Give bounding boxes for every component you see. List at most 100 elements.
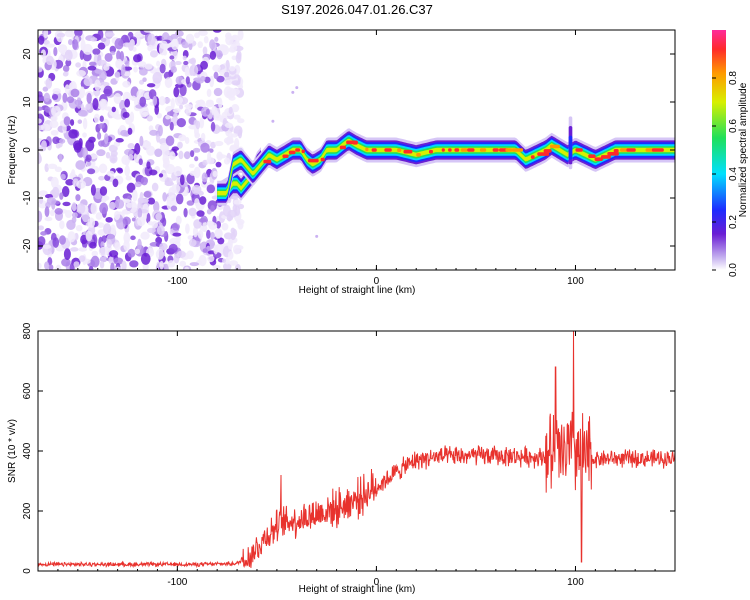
noise-blob [162, 217, 167, 227]
noise-blob [108, 144, 118, 153]
noise-blob [213, 111, 219, 117]
noise-blob [231, 80, 241, 86]
noise-blob [223, 86, 233, 98]
noise-blob [39, 196, 44, 205]
noise-blob [83, 77, 93, 87]
noise-blob [205, 100, 215, 108]
noise-blob [165, 115, 171, 120]
noise-blob [43, 92, 51, 102]
ridge-peak-mark [428, 149, 433, 154]
noise-blob [192, 226, 198, 238]
noise-blob [88, 136, 96, 143]
noise-blob [196, 210, 205, 217]
noise-blob [170, 98, 175, 110]
noise-blob [110, 262, 115, 270]
noise-blob [153, 201, 160, 213]
noise-blob [133, 54, 142, 63]
snr-y-tick-label: 0 [22, 568, 33, 574]
noise-blob [156, 112, 162, 119]
noise-blob [55, 264, 62, 270]
noise-blob [98, 175, 105, 181]
noise-blob [142, 77, 147, 83]
noise-blob [98, 123, 105, 129]
noise-blob [199, 196, 207, 205]
noise-blob [76, 203, 86, 214]
noise-blob [38, 106, 44, 111]
colorbar-gradient [712, 30, 726, 270]
noise-blob [38, 190, 48, 197]
noise-blob [124, 98, 131, 108]
noise-blob [205, 108, 210, 115]
noise-blob [71, 202, 77, 212]
noise-blob [104, 32, 115, 37]
noise-blob [179, 104, 184, 110]
noise-blob [49, 120, 59, 129]
noise-blob [147, 221, 154, 226]
noise-blob [62, 92, 68, 103]
colorbar-tick-label: 0.4 [728, 167, 739, 181]
noise-blob [133, 66, 138, 73]
snr-x-tick-label: 100 [567, 577, 584, 588]
noise-blob [91, 250, 99, 257]
noise-blob [210, 205, 215, 212]
noise-blob [178, 134, 187, 142]
noise-blob [114, 199, 125, 210]
noise-blob [224, 122, 233, 129]
noise-blob [141, 111, 150, 116]
noise-blob [224, 257, 230, 265]
noise-blob [184, 137, 190, 144]
ridge-peak-mark [352, 141, 358, 145]
ridge-peak-mark [613, 148, 619, 153]
noise-blob [99, 186, 108, 196]
noise-blob [104, 133, 109, 145]
noise-blob [38, 262, 42, 269]
noise-blob [154, 148, 163, 158]
chart-title: S197.2026.047.01.26.C37 [281, 2, 433, 17]
noise-blob [140, 231, 150, 240]
noise-blob [152, 71, 163, 84]
noise-blob [159, 242, 168, 251]
noise-blob [229, 65, 236, 72]
noise-blob [79, 86, 86, 99]
spectrogram-y-tick-label: -20 [22, 238, 33, 253]
snr-series-line [38, 331, 675, 569]
ridge-peak-mark [530, 155, 535, 159]
noise-blob [183, 151, 191, 160]
outlier-blob [295, 86, 299, 90]
noise-blob [76, 97, 82, 109]
noise-blob [149, 129, 159, 136]
noise-blob [206, 229, 211, 240]
noise-blob [139, 135, 144, 147]
noise-blob [170, 38, 179, 51]
ridge-peak-mark [594, 157, 603, 162]
noise-blob [193, 166, 201, 179]
noise-blob [175, 193, 184, 205]
noise-blob [50, 129, 59, 136]
noise-blob [234, 263, 241, 270]
noise-blob [121, 64, 126, 76]
snr-y-tick-label: 600 [22, 382, 33, 399]
noise-blob [110, 150, 118, 157]
noise-blob [140, 252, 151, 265]
colorbar: 0.0 0.2 0.4 0.6 0.8 Normalized spectral ampl… [712, 30, 749, 277]
noise-blob [156, 225, 165, 236]
noise-blob [97, 222, 105, 229]
noise-blob [167, 260, 176, 268]
noise-blob [140, 176, 148, 186]
noise-blob [120, 129, 129, 137]
ridge-peak-mark [448, 148, 452, 152]
noise-blob [72, 38, 79, 50]
noise-blob [213, 87, 223, 97]
snr-y-label: SNR (10 * v/v) [7, 419, 18, 483]
noise-blob [206, 220, 215, 227]
snr-x-tick-label: 0 [374, 577, 380, 588]
noise-blob [63, 116, 71, 126]
noise-blob [95, 212, 103, 220]
snr-frame [37, 330, 676, 572]
noise-blob [124, 165, 130, 177]
noise-blob [175, 215, 182, 225]
noise-blob [209, 50, 217, 60]
noise-blob [223, 232, 233, 240]
noise-blob [147, 197, 156, 205]
noise-blob [139, 96, 147, 107]
